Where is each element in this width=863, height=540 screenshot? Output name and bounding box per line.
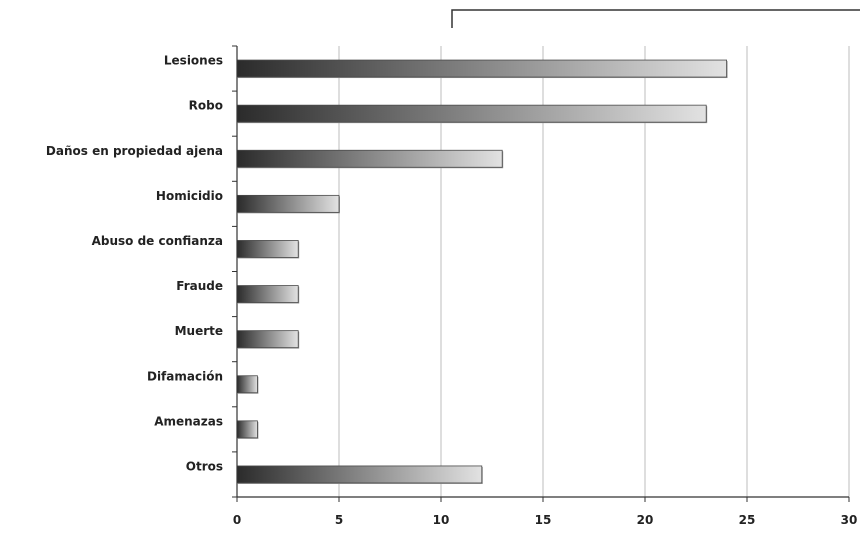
category-label: Fraude: [176, 279, 223, 293]
category-label: Muerte: [175, 324, 223, 338]
bar: [236, 104, 707, 123]
bar: [236, 465, 483, 484]
bar: [236, 420, 258, 439]
x-tick-label: 15: [535, 513, 552, 527]
x-tick-label: 10: [433, 513, 450, 527]
bars: [236, 59, 728, 484]
labels: 0 5 10 15 20 25 30 Lesiones Robo Daños en propied…: [46, 54, 857, 527]
top-bracket-line: [451, 9, 860, 28]
x-tick-label: 5: [335, 513, 343, 527]
category-label: Abuso de confianza: [92, 234, 223, 248]
bar: [236, 330, 299, 349]
category-label: Amenazas: [154, 414, 223, 428]
axes: [232, 45, 850, 502]
x-tick-label: 25: [739, 513, 756, 527]
bar: [236, 375, 258, 394]
category-label: Homicidio: [156, 189, 223, 203]
x-tick-label: 30: [841, 513, 858, 527]
x-tick-label: 0: [233, 513, 241, 527]
category-label: Otros: [186, 459, 223, 473]
bar: [236, 194, 340, 213]
category-label: Daños en propiedad ajena: [46, 144, 223, 158]
bar: [236, 59, 728, 78]
bar: [236, 285, 299, 303]
category-label: Lesiones: [164, 54, 223, 68]
bar: [236, 240, 299, 258]
category-label: Difamación: [147, 369, 223, 383]
x-tick-label: 20: [637, 513, 654, 527]
bar: [236, 149, 503, 168]
category-label: Robo: [189, 99, 223, 113]
